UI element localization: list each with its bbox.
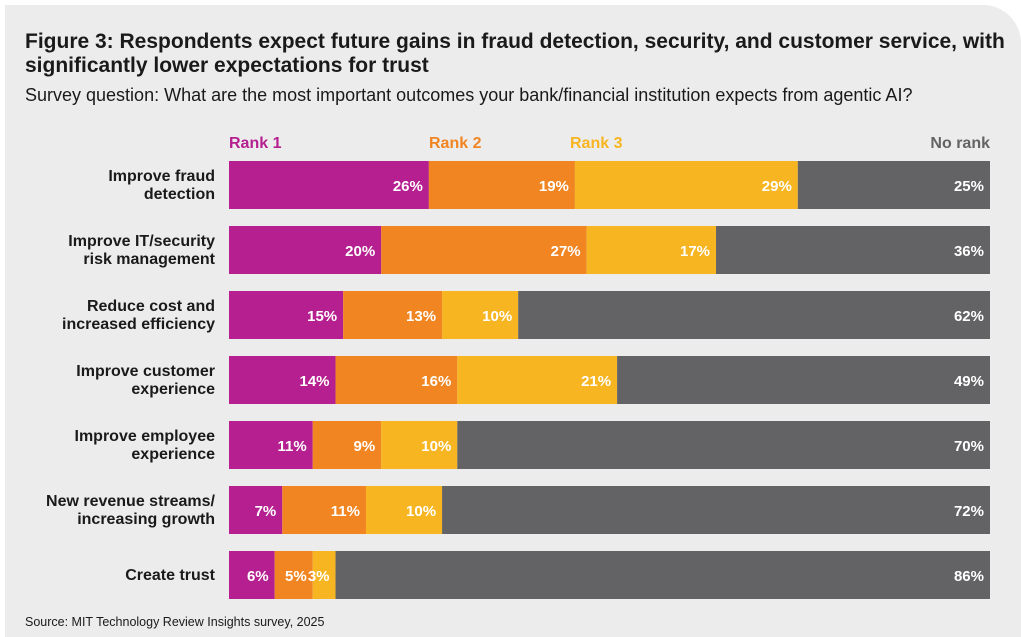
value-label-rank1: 11% — [278, 438, 307, 455]
value-label-rank2: 5% — [285, 568, 307, 585]
legend-rank1: Rank 1 — [229, 135, 282, 152]
bar-rank1 — [229, 291, 344, 339]
value-label-rank1: 15% — [307, 308, 337, 325]
bar-rank2 — [343, 291, 443, 339]
category-label: Reduce cost and increased efficiency — [62, 298, 215, 333]
bar-rank1 — [229, 551, 275, 599]
value-label-rank3: 10% — [482, 308, 512, 325]
bar-rank1 — [229, 486, 283, 534]
category-label: Improve customer experience — [76, 363, 215, 398]
bar-rank2 — [428, 161, 575, 209]
bar-rank3 — [312, 551, 336, 599]
value-label-rank3: 21% — [581, 373, 611, 390]
bar-rank2 — [274, 551, 313, 599]
value-label-norank: 72% — [954, 503, 984, 520]
value-label-rank2: 13% — [406, 308, 436, 325]
category-label: Improve IT/security risk management — [68, 233, 215, 268]
value-label-rank3: 17% — [680, 243, 710, 260]
category-label: Improve employee experience — [75, 428, 216, 463]
bar-rank1 — [229, 161, 429, 209]
value-label-rank3: 3% — [308, 568, 330, 585]
legend-rank3: Rank 3 — [570, 135, 623, 152]
value-label-rank2: 19% — [539, 178, 569, 195]
value-label-rank1: 7% — [255, 503, 277, 520]
category-label: Create trust — [125, 567, 215, 584]
legend-rank2: Rank 2 — [429, 135, 482, 152]
bar-rank2 — [381, 226, 587, 274]
value-label-rank1: 26% — [393, 178, 423, 195]
bar-norank — [716, 226, 990, 274]
source-note: Source: MIT Technology Review Insights s… — [25, 615, 325, 629]
value-label-norank: 25% — [954, 178, 984, 195]
value-label-rank3: 10% — [406, 503, 436, 520]
value-label-rank2: 9% — [354, 438, 376, 455]
bar-norank — [518, 291, 990, 339]
bar-rank3 — [365, 486, 443, 534]
bar-rank3 — [381, 421, 458, 469]
category-label: Improve fraud detection — [108, 168, 215, 203]
bar-norank — [457, 421, 990, 469]
value-label-rank2: 11% — [331, 503, 360, 520]
bar-rank3 — [586, 226, 717, 274]
value-label-rank2: 16% — [421, 373, 451, 390]
bar-rank2 — [282, 486, 366, 534]
value-label-rank1: 14% — [300, 373, 330, 390]
value-label-rank3: 10% — [421, 438, 451, 455]
bar-norank — [335, 551, 990, 599]
bar-norank — [797, 161, 990, 209]
category-label: New revenue streams/increasing growth — [46, 493, 216, 528]
bar-rank3 — [574, 161, 798, 209]
value-label-rank1: 20% — [345, 243, 375, 260]
bar-norank — [617, 356, 990, 404]
value-label-rank3: 29% — [762, 178, 792, 195]
value-label-rank1: 6% — [247, 568, 269, 585]
bar-rank1 — [229, 356, 336, 404]
value-label-norank: 86% — [954, 568, 984, 585]
value-label-rank2: 27% — [551, 243, 581, 260]
chart-title: Figure 3: Respondents expect future gain… — [25, 30, 1005, 77]
bar-rank2 — [312, 421, 382, 469]
bar-rank1 — [229, 226, 382, 274]
value-label-norank: 49% — [954, 373, 984, 390]
bar-rank2 — [335, 356, 458, 404]
value-label-norank: 36% — [954, 243, 984, 260]
bar-norank — [442, 486, 991, 534]
bar-rank1 — [229, 421, 313, 469]
value-label-norank: 70% — [954, 438, 984, 455]
chart-subtitle: Survey question: What are the most impor… — [25, 85, 913, 105]
bar-rank3 — [457, 356, 618, 404]
legend-norank: No rank — [930, 135, 990, 152]
value-label-norank: 62% — [954, 308, 984, 325]
bar-rank3 — [442, 291, 519, 339]
